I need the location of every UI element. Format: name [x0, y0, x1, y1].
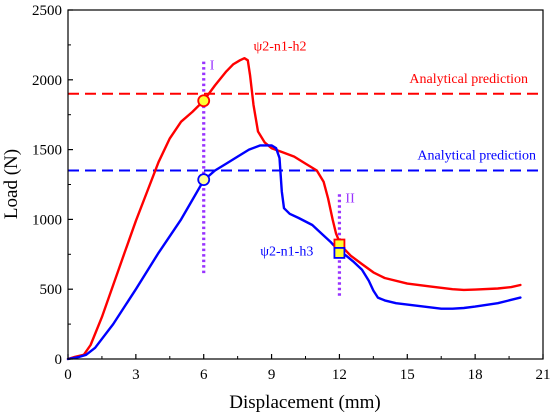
- reference-line-label: I: [210, 59, 215, 74]
- data-marker-circle: [197, 173, 211, 187]
- x-tick-label: 3: [132, 367, 140, 383]
- series-annotation: ψ2-n1-h3: [260, 245, 313, 260]
- x-tick-label: 6: [200, 367, 208, 383]
- y-tick-label: 2500: [32, 3, 62, 19]
- series-annotation: ψ2-n1-h2: [253, 39, 306, 54]
- markers-layer: [197, 94, 346, 259]
- y-tick-label: 2000: [32, 73, 62, 89]
- series-layer: [66, 57, 522, 361]
- data-marker-circle: [197, 94, 211, 108]
- reference-lines-layer: [68, 61, 543, 298]
- x-tick-label: 15: [400, 367, 415, 383]
- x-tick-label: 21: [536, 367, 551, 383]
- y-axis-title: Load (N): [1, 149, 22, 219]
- y-tick-label: 1000: [32, 212, 62, 228]
- x-tick-label: 18: [468, 367, 483, 383]
- series-line: [66, 144, 522, 361]
- y-tick-label: 500: [40, 282, 63, 298]
- series-line: [66, 57, 522, 361]
- axes-layer: 0 3 6 9 12 15 18 21 0 500 1000 1500 2000 2500: [32, 3, 551, 383]
- x-tick-label: 9: [268, 367, 276, 383]
- reference-line-label: Analytical prediction: [417, 149, 536, 164]
- x-tick-label: 0: [64, 367, 72, 383]
- x-axis-title: Displacement (mm): [229, 392, 380, 413]
- y-tick-label: 1500: [32, 143, 62, 159]
- data-marker-square: [333, 247, 346, 259]
- x-tick-label: 12: [332, 367, 347, 383]
- reference-line-label: Analytical prediction: [409, 72, 528, 87]
- reference-line-label: II: [345, 191, 355, 206]
- text-layer: Analytical prediction Analytical predicti…: [210, 39, 536, 259]
- y-tick-label: 0: [55, 352, 63, 368]
